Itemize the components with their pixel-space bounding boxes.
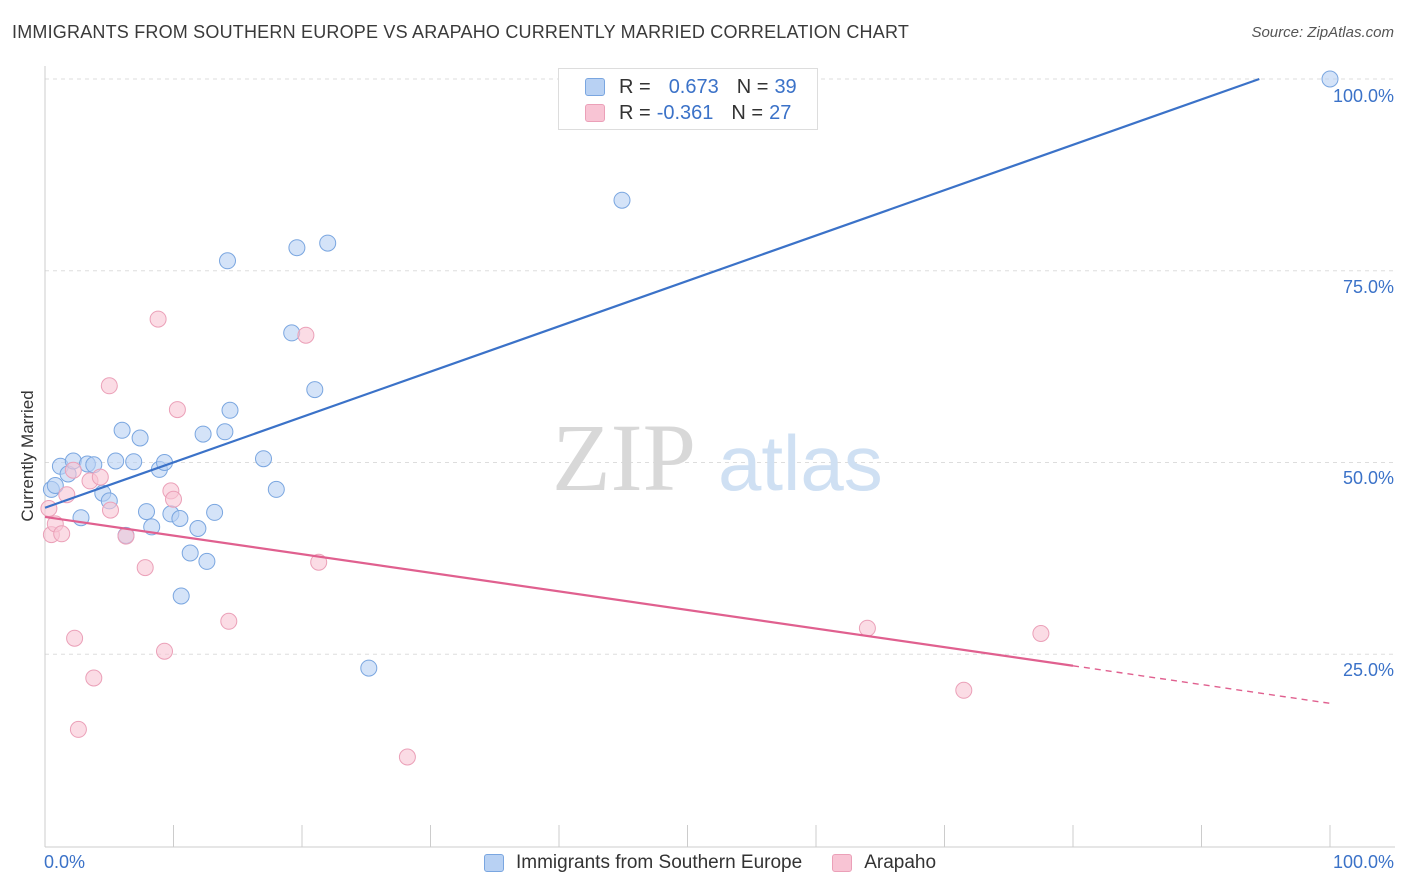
data-point-arapaho-18 [165,490,182,508]
data-point-immigrants-15 [138,503,155,521]
y-tick-label-50: 50.0% [1342,468,1394,488]
y-tick-label-25: 25.0% [1342,660,1394,680]
legend-label-arapaho: Arapaho [864,852,937,873]
watermark-zip: ZIP [552,404,696,511]
y-tick-label-75: 75.0% [1342,277,1394,297]
data-point-immigrants-37 [1321,70,1339,88]
data-point-immigrants-26 [216,423,234,441]
grid-layer [45,78,1395,655]
chart-title: IMMIGRANTS FROM SOUTHERN EUROPE VS ARAPA… [12,22,910,42]
legend-swatch-pink [585,104,605,122]
data-point-arapaho-23 [398,748,416,766]
legend-r-value-series1: 0.673 [668,75,719,98]
data-point-arapaho-3 [53,525,71,543]
y-tick-label-100: 100.0% [1332,86,1394,106]
watermark: ZIP atlas [552,404,883,511]
data-point-immigrants-22 [189,520,207,537]
data-point-immigrants-1 [46,477,64,494]
legend-swatch-blue [585,78,605,96]
y-axis-label: Currently Married [18,390,37,522]
data-point-immigrants-13 [125,453,143,471]
legend-row-series1: R = 0.673 N = 39 [585,75,797,99]
data-point-immigrants-34 [319,234,337,252]
series-legend: Immigrants from Southern Europe Arapaho [484,852,936,874]
data-point-immigrants-21 [181,544,199,562]
legend-r-label: R = [619,101,651,124]
data-point-immigrants-23 [194,425,212,443]
source-credit: Source: ZipAtlas.com [1251,24,1394,41]
data-point-arapaho-6 [66,629,84,647]
legend-swatch-pink [832,854,853,872]
data-point-arapaho-10 [91,468,109,486]
data-point-immigrants-32 [288,239,306,257]
legend-n-value-series2: 27 [769,101,792,124]
data-point-arapaho-0 [40,500,58,517]
watermark-atlas: atlas [718,419,883,507]
data-point-arapaho-15 [149,310,167,328]
data-point-immigrants-24 [198,552,216,570]
trend-layer [44,77,1331,705]
data-point-arapaho-9 [85,669,103,687]
data-point-arapaho-26 [1032,625,1050,642]
legend-item-arapaho: Arapaho [832,852,936,874]
data-point-arapaho-16 [156,642,173,660]
data-point-arapaho-12 [102,501,119,519]
legend-label-immigrants: Immigrants from Southern Europe [516,852,803,873]
data-point-immigrants-10 [107,452,125,470]
data-point-arapaho-19 [168,401,186,419]
data-point-immigrants-11 [113,421,131,439]
data-point-immigrants-27 [219,252,236,270]
legend-n-label: N = [731,101,764,124]
data-point-arapaho-20 [220,612,238,630]
data-point-immigrants-20 [171,510,189,527]
data-point-immigrants-25 [206,503,224,521]
data-point-arapaho-25 [955,681,973,699]
trendline-arapaho [44,515,1074,667]
data-point-immigrants-35 [360,659,378,677]
legend-n-label: N = [736,75,769,98]
legend-n-value-series1: 39 [774,75,797,98]
x-tick-label-0: 0.0% [44,852,86,872]
legend-r-label: R = [619,75,651,98]
trendline-arapaho-extension [1072,665,1331,705]
data-point-immigrants-36 [613,191,631,209]
axis-layer [44,66,1395,848]
legend-r-value-series2: -0.361 [656,101,714,124]
data-point-arapaho-21 [297,326,315,344]
data-point-arapaho-24 [858,619,876,637]
trendline-immigrants [44,77,1260,509]
data-point-arapaho-7 [69,720,87,738]
correlation-legend: R = 0.673 N = 39 R = -0.361 N = 27 [558,68,818,130]
data-point-immigrants-29 [255,450,272,468]
data-point-arapaho-14 [136,559,154,577]
legend-row-series2: R = -0.361 N = 27 [585,101,791,125]
legend-swatch-blue [484,854,504,872]
data-point-immigrants-31 [283,324,301,342]
data-point-arapaho-5 [64,461,82,479]
data-point-immigrants-30 [267,480,285,498]
data-point-immigrants-33 [306,381,324,399]
data-point-arapaho-11 [100,377,118,395]
data-point-immigrants-38 [172,587,190,605]
legend-item-immigrants: Immigrants from Southern Europe [484,852,802,874]
data-point-immigrants-14 [131,429,149,447]
x-tick-label-100: 100.0% [1332,852,1394,872]
data-point-immigrants-28 [221,401,239,419]
